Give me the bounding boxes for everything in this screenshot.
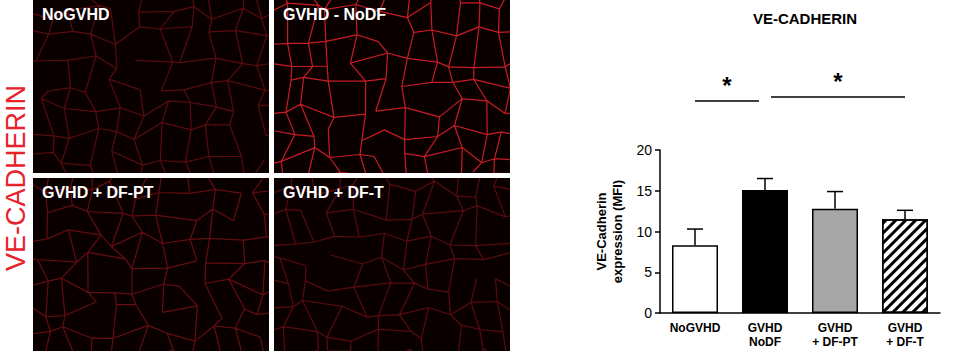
svg-text:GVHD: GVHD <box>818 321 853 335</box>
svg-text:VE-CADHERIN: VE-CADHERIN <box>1 85 31 271</box>
svg-text:GVHD + DF-PT: GVHD + DF-PT <box>42 184 154 201</box>
svg-text:+ DF-T: + DF-T <box>886 335 924 349</box>
svg-text:GVHD - NoDF: GVHD - NoDF <box>283 6 386 23</box>
svg-text:10: 10 <box>636 224 652 240</box>
svg-text:5: 5 <box>644 264 652 280</box>
svg-text:GVHD: GVHD <box>748 321 783 335</box>
svg-text:GVHD: GVHD <box>888 321 923 335</box>
svg-text:NoGVHD: NoGVHD <box>670 321 721 335</box>
svg-text:VE-CADHERIN: VE-CADHERIN <box>753 10 857 27</box>
svg-text:15: 15 <box>636 183 652 199</box>
svg-text:20: 20 <box>636 142 652 158</box>
svg-text:*: * <box>722 72 732 99</box>
svg-text:GVHD + DF-T: GVHD + DF-T <box>283 184 384 201</box>
svg-text:0: 0 <box>644 305 652 321</box>
svg-text:NoGVHD: NoGVHD <box>42 6 110 23</box>
svg-text:expression (MFI): expression (MFI) <box>610 180 625 283</box>
svg-text:+ DF-PT: + DF-PT <box>812 335 858 349</box>
svg-text:NoDF: NoDF <box>749 335 781 349</box>
svg-text:*: * <box>833 68 843 95</box>
svg-text:VE-Cadherin: VE-Cadherin <box>594 192 609 270</box>
